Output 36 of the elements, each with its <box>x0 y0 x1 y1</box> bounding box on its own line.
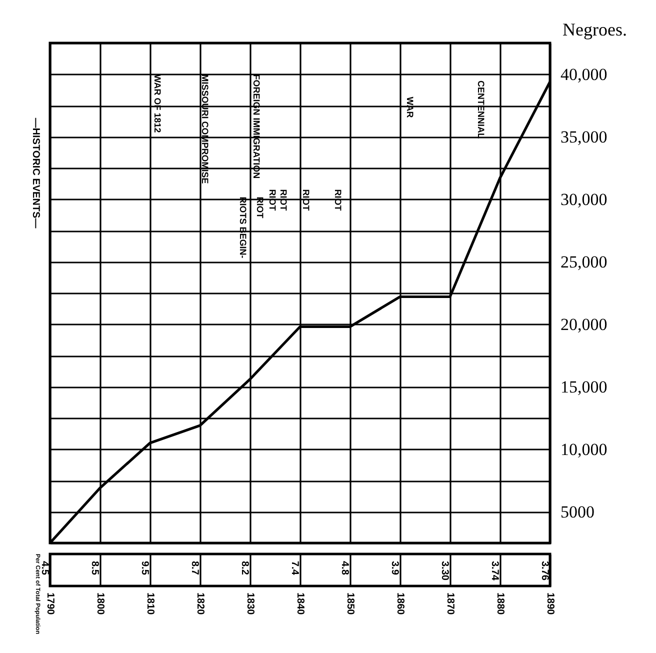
y-tick-label: 10,000 <box>560 440 608 459</box>
annotation: 7.4 <box>289 561 300 576</box>
y-tick-label: 35,000 <box>560 127 608 146</box>
x-tick-label: 1800 <box>94 592 106 616</box>
annotation: CENTENNIAL <box>476 80 486 139</box>
y-tick-label: 40,000 <box>560 64 608 84</box>
x-tick-label: 1870 <box>444 592 456 616</box>
x-tick-label: 1850 <box>344 592 356 616</box>
x-tick-label: 1820 <box>194 592 206 616</box>
annotation: MISSOURI COMPROMISE <box>200 74 210 184</box>
x-tick-label: 1890 <box>544 592 556 616</box>
annotation: 4.8 <box>339 561 350 576</box>
x-tick-label: 1830 <box>244 592 256 616</box>
annotation: 3.76 <box>539 561 550 581</box>
x-tick-label: 1860 <box>394 592 406 616</box>
text: —HISTORIC EVENTS— <box>30 118 41 228</box>
annotation: RIOT <box>255 196 265 219</box>
x-tick-label: 1810 <box>144 592 156 616</box>
y-tick-label: 30,000 <box>560 190 608 209</box>
annotation: 4.5 <box>39 561 50 576</box>
annotation: 3.9 <box>389 561 400 576</box>
x-tick-label: 1840 <box>294 592 306 616</box>
annotation: 8.2 <box>239 561 250 576</box>
x-tick-label: 1880 <box>494 592 506 616</box>
y-tick-label: 25,000 <box>560 252 608 272</box>
y-tick-label: 20,000 <box>560 314 608 334</box>
annotation: 9.5 <box>139 561 150 576</box>
y-tick-label: 5000 <box>560 502 594 522</box>
annotation: 3.30 <box>439 561 450 581</box>
annotation: FOREIGN IMMIGRATION <box>252 74 262 179</box>
x-tick-label: 1790 <box>44 592 56 616</box>
y-axis-title: Negroes. <box>562 20 627 40</box>
y-tick-label: 15,000 <box>560 377 608 396</box>
annotation: 8.5 <box>89 561 100 576</box>
annotation: 3.74 <box>489 561 500 581</box>
annotation: 8.7 <box>189 561 200 576</box>
